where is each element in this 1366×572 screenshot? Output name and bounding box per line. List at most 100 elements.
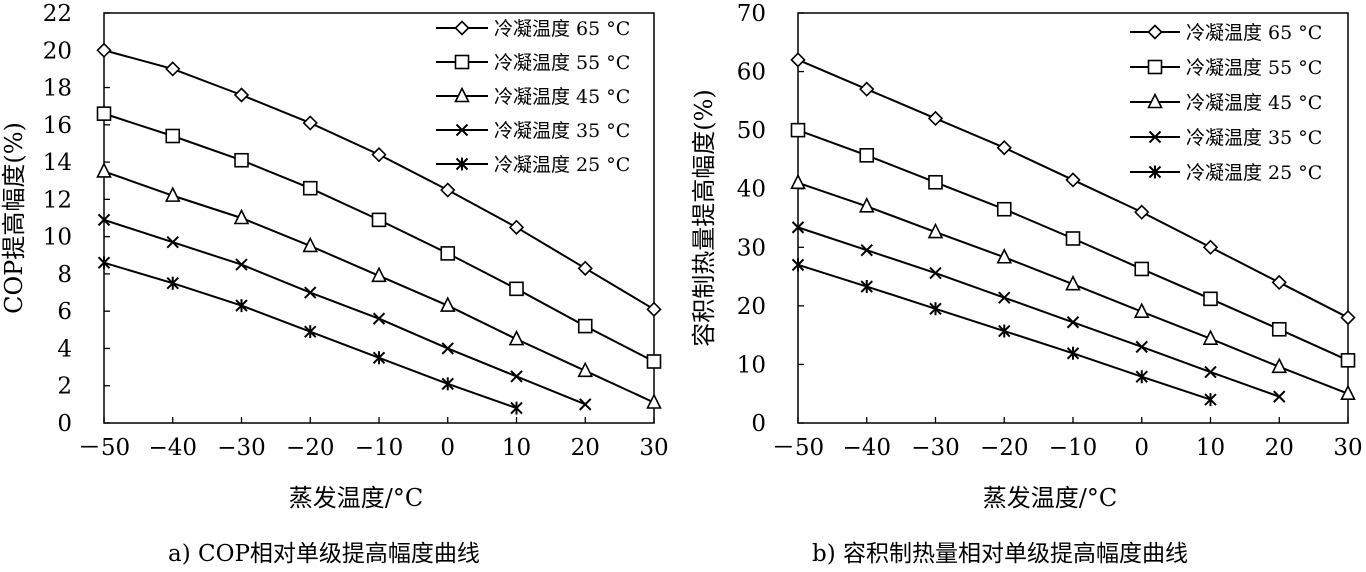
x-tick-label: −10 bbox=[355, 435, 404, 461]
data-point-x bbox=[1135, 340, 1148, 354]
data-point-square bbox=[509, 281, 524, 297]
x-tick-label: −30 bbox=[217, 435, 266, 461]
data-point-square bbox=[1134, 261, 1150, 277]
data-point-triangle bbox=[577, 361, 594, 378]
legend-marker-square bbox=[454, 54, 470, 70]
y-axis-label: 容积制热量提高幅度(%) bbox=[690, 89, 718, 347]
y-tick-label: 0 bbox=[751, 411, 766, 437]
data-point-triangle bbox=[164, 186, 181, 202]
x-tick-label: －50 bbox=[772, 435, 824, 461]
y-tick-label: 70 bbox=[737, 1, 766, 27]
series-line bbox=[103, 218, 586, 406]
x-tick-label: −30 bbox=[911, 435, 960, 461]
data-point-star bbox=[1066, 346, 1080, 360]
data-point-x bbox=[579, 398, 592, 411]
y-tick-label: 50 bbox=[737, 118, 766, 144]
x-tick-label: －50 bbox=[78, 435, 130, 461]
data-point-triangle bbox=[1202, 329, 1219, 345]
x-tick-label: −40 bbox=[842, 435, 891, 461]
legend-marker-star bbox=[1148, 165, 1162, 179]
data-point-triangle bbox=[858, 196, 875, 213]
x-axis-label: 蒸发温度/°C bbox=[289, 484, 423, 512]
data-point-star bbox=[235, 299, 248, 313]
y-tick-label: 30 bbox=[737, 235, 766, 261]
chart-panel-b: 0 10 20 30 40 50 60 70 －50 −40 −30 −20 −10 0 10 20 30 蒸发温… bbox=[690, 1, 1363, 512]
x-tick-label: −20 bbox=[286, 435, 335, 461]
data-point-square bbox=[996, 201, 1012, 217]
data-point-triangle bbox=[646, 393, 662, 409]
data-point-x bbox=[1066, 316, 1080, 329]
x-axis-label: 蒸发温度/°C bbox=[983, 484, 1117, 512]
data-point-x bbox=[510, 370, 523, 383]
data-point-triangle bbox=[1133, 302, 1150, 319]
data-point-star bbox=[1135, 370, 1148, 384]
data-point-triangle bbox=[96, 162, 112, 178]
data-point-triangle bbox=[927, 222, 944, 239]
data-point-square bbox=[646, 354, 662, 369]
data-point-diamond bbox=[371, 147, 387, 163]
y-tick-label: 14 bbox=[43, 150, 72, 176]
legend-marker-diamond bbox=[1147, 24, 1163, 40]
data-point-diamond bbox=[233, 87, 250, 103]
data-point-square bbox=[1340, 353, 1356, 368]
legend-marker-x bbox=[455, 123, 469, 137]
data-point-diamond bbox=[996, 140, 1012, 156]
y-tick-label: 2 bbox=[57, 374, 72, 400]
data-point-diamond bbox=[1340, 309, 1356, 326]
data-point-x bbox=[441, 342, 454, 355]
legend-label: 冷凝温度 65 °C bbox=[1186, 22, 1322, 44]
data-point-square bbox=[577, 318, 593, 334]
series-line bbox=[797, 226, 1280, 398]
data-point-square bbox=[302, 180, 318, 196]
data-point-triangle bbox=[233, 208, 250, 225]
data-point-diamond bbox=[440, 182, 456, 198]
data-point-x bbox=[1273, 390, 1286, 403]
chart-panel-a: 0 2 4 6 8 10 12 14 16 18 20 22 －50 −40 −30 −20 −10 0 10 20 3… bbox=[0, 1, 669, 512]
data-point-square bbox=[1203, 291, 1218, 307]
data-point-diamond bbox=[646, 301, 662, 317]
x-tick-label: 0 bbox=[1134, 435, 1149, 461]
legend-label: 冷凝温度 25 °C bbox=[1186, 162, 1322, 184]
data-point-star bbox=[929, 302, 942, 316]
x-tick-label: −20 bbox=[980, 435, 1029, 461]
legend-label: 冷凝温度 45 °C bbox=[1186, 92, 1322, 114]
data-point-diamond bbox=[859, 81, 875, 97]
legend-marker-diamond bbox=[454, 20, 470, 36]
y-tick-label: 40 bbox=[737, 177, 766, 203]
data-point-star bbox=[998, 324, 1011, 338]
x-tick-label: 20 bbox=[571, 435, 600, 461]
data-point-square bbox=[859, 148, 875, 163]
data-point-star bbox=[860, 280, 873, 294]
data-point-x bbox=[791, 221, 805, 234]
x-tick-label: 0 bbox=[440, 435, 455, 461]
y-tick-label: 6 bbox=[57, 299, 72, 325]
data-point-diamond bbox=[1065, 172, 1081, 188]
x-tick-label: −40 bbox=[148, 435, 197, 461]
data-point-square bbox=[234, 152, 249, 168]
data-point-star bbox=[441, 377, 454, 391]
data-point-triangle bbox=[371, 266, 387, 283]
y-tick-label: 10 bbox=[43, 225, 72, 251]
data-point-x bbox=[372, 312, 386, 325]
y-axis-label: COP提高幅度(%) bbox=[0, 122, 28, 314]
data-point-diamond bbox=[790, 52, 806, 68]
data-point-triangle bbox=[508, 329, 525, 346]
data-point-star bbox=[304, 325, 317, 339]
data-point-square bbox=[790, 122, 806, 138]
data-point-diamond bbox=[577, 260, 593, 276]
data-point-diamond bbox=[1134, 204, 1150, 220]
data-point-x bbox=[235, 258, 248, 271]
data-point-x bbox=[929, 266, 942, 280]
data-point-diamond bbox=[508, 219, 525, 235]
data-point-triangle bbox=[1340, 384, 1356, 401]
legend-label: 冷凝温度 25 °C bbox=[494, 154, 630, 176]
chart-caption-b: b) 容积制热量相对单级提高幅度曲线 bbox=[812, 541, 1189, 567]
data-point-x bbox=[1204, 365, 1217, 379]
data-point-star bbox=[510, 401, 523, 415]
data-point-triangle bbox=[996, 247, 1013, 264]
data-point-star bbox=[166, 276, 179, 290]
y-tick-label: 4 bbox=[57, 336, 72, 362]
data-point-diamond bbox=[96, 42, 112, 58]
data-point-x bbox=[97, 213, 111, 227]
